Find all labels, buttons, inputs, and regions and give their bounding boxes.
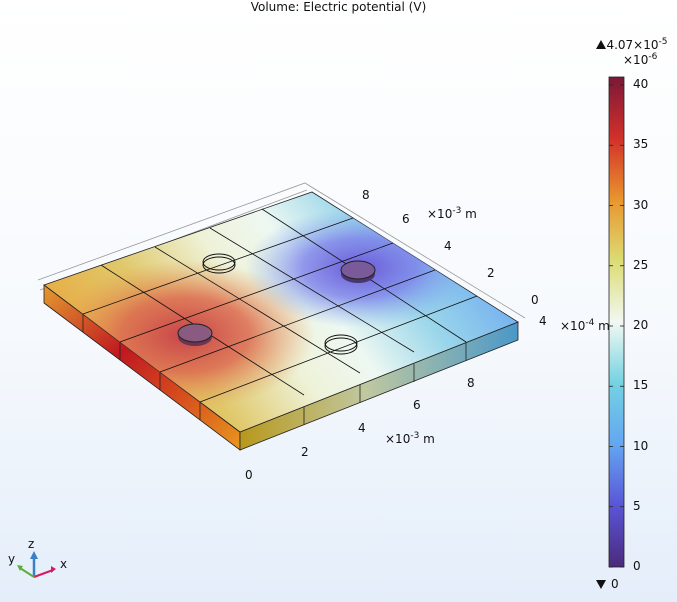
- x-tick: 0: [245, 468, 253, 482]
- colorbar-tick-label: 15: [633, 378, 649, 393]
- colorbar-tick-label: 25: [633, 257, 649, 272]
- y-tick: 2: [487, 266, 495, 280]
- y-axis-unit: ×10-3 m: [427, 206, 477, 221]
- colorbar-tick-label: 0: [633, 559, 641, 573]
- triad-x-label: x: [60, 557, 68, 571]
- electrode-hot[interactable]: [177, 323, 213, 346]
- colorbar-tick-label: 10: [633, 438, 649, 453]
- plate: [43, 191, 519, 451]
- max-marker-icon: [596, 40, 606, 49]
- colorbar-max-label: 4.07×10-5: [606, 37, 668, 52]
- mesh-lines: [82, 208, 478, 403]
- y-tick: 0: [531, 293, 539, 307]
- x-tick: 2: [301, 445, 309, 459]
- y-tick: 8: [362, 188, 370, 202]
- x-axis-unit: ×10-3 m: [385, 431, 435, 446]
- triad-y-label: y: [8, 552, 16, 566]
- electrode-ground[interactable]: [340, 260, 376, 283]
- axis-triad: [17, 551, 56, 578]
- min-marker-icon: [596, 580, 606, 589]
- colorbar-tick-label: 40: [633, 77, 649, 91]
- x-tick: 8: [467, 376, 475, 390]
- y-tick: 6: [402, 212, 410, 226]
- hole-2: [324, 334, 358, 355]
- z-tick: 4: [539, 314, 547, 328]
- colorbar-tick-label: 35: [633, 137, 649, 152]
- triad-z-label: z: [28, 537, 35, 551]
- colorbar-scale-label: ×10-6: [623, 52, 658, 67]
- colorbar-min-label: 0: [611, 577, 619, 591]
- colorbar-tick-label: 5: [633, 498, 641, 513]
- plot-title: Volume: Electric potential (V): [250, 0, 427, 14]
- colorbar-tick-label: 20: [633, 318, 649, 332]
- z-axis-unit: ×10-4 m: [560, 318, 610, 333]
- colorbar: [608, 76, 625, 568]
- colorbar-tick-label: 30: [633, 197, 649, 212]
- y-tick: 4: [444, 239, 452, 253]
- x-tick: 4: [358, 421, 366, 435]
- x-tick: 6: [413, 398, 421, 412]
- hole-1: [202, 253, 236, 274]
